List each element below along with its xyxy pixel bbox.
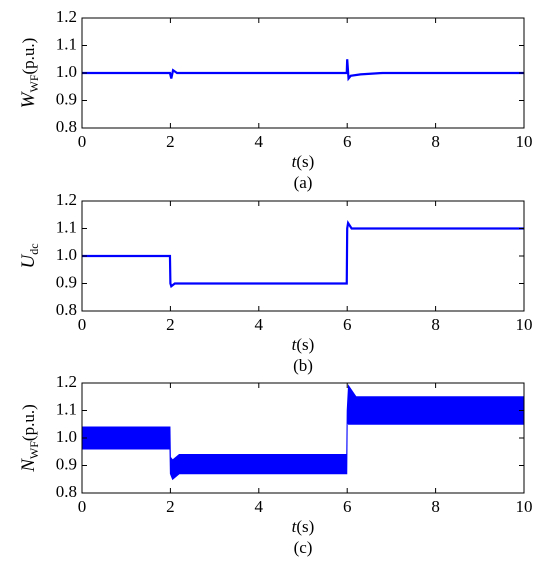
x-label-unit: (s) bbox=[296, 517, 314, 536]
y-tick-label: 0.8 bbox=[56, 117, 77, 136]
x-tick-label: 10 bbox=[516, 315, 533, 334]
panel: 0 2 4 6 8 10 0.8 0.9 1.0 1.1 1.2 NWF(p.u.) t(s) (c) bbox=[18, 372, 532, 557]
y-axis-label: NWF(p.u.) bbox=[18, 404, 40, 473]
y-tick-label: 0.8 bbox=[56, 482, 77, 501]
data-line bbox=[82, 59, 524, 82]
x-tick-label: 4 bbox=[255, 132, 264, 151]
y-axis-label: WWF(p.u.) bbox=[18, 38, 40, 109]
x-tick-label: 4 bbox=[255, 497, 264, 516]
x-label-main: t bbox=[292, 152, 298, 171]
y-tick-label: 1.1 bbox=[56, 217, 77, 236]
x-label-unit: (s) bbox=[296, 152, 314, 171]
y-tick-label: 1.0 bbox=[56, 245, 77, 264]
x-axis-label: t(s) bbox=[292, 335, 315, 354]
x-tick-label: 6 bbox=[343, 132, 352, 151]
x-tick-label: 6 bbox=[343, 315, 352, 334]
x-label-unit: (s) bbox=[296, 335, 314, 354]
x-tick-label: 8 bbox=[431, 132, 440, 151]
y-label-sub: dc bbox=[27, 243, 41, 254]
x-tick-label: 0 bbox=[78, 497, 87, 516]
y-tick-label: 1.1 bbox=[56, 34, 77, 53]
y-label-unit: (p.u.) bbox=[19, 38, 38, 75]
panel-caption: (a) bbox=[294, 173, 313, 192]
y-label-main: U bbox=[18, 254, 39, 269]
x-tick-label: 2 bbox=[166, 315, 175, 334]
x-tick-label: 0 bbox=[78, 132, 87, 151]
x-tick-label: 0 bbox=[78, 315, 87, 334]
x-axis-label: t(s) bbox=[292, 517, 315, 536]
x-label-main: t bbox=[292, 335, 298, 354]
x-tick-label: 10 bbox=[516, 497, 533, 516]
panel-caption: (b) bbox=[293, 356, 313, 375]
x-tick-label: 8 bbox=[431, 497, 440, 516]
y-tick-label: 1.1 bbox=[56, 399, 77, 418]
x-axis-label: t(s) bbox=[292, 152, 315, 171]
y-tick-label: 1.2 bbox=[56, 7, 77, 26]
y-label-unit: (p.u.) bbox=[19, 404, 38, 441]
x-tick-label: 8 bbox=[431, 315, 440, 334]
panel-caption: (c) bbox=[294, 538, 313, 557]
x-tick-label: 2 bbox=[166, 132, 175, 151]
data-line bbox=[82, 219, 524, 289]
x-label-main: t bbox=[292, 517, 298, 536]
y-label-sub: WF bbox=[27, 74, 41, 92]
y-tick-label: 1.2 bbox=[56, 190, 77, 209]
y-label-main: W bbox=[18, 90, 39, 108]
x-tick-label: 6 bbox=[343, 497, 352, 516]
y-tick-label: 0.9 bbox=[56, 272, 77, 291]
data-band bbox=[81, 384, 525, 481]
y-tick-label: 0.8 bbox=[56, 300, 77, 319]
y-tick-label: 1.2 bbox=[56, 372, 77, 391]
y-label-sub: WF bbox=[27, 441, 41, 459]
y-tick-label: 1.0 bbox=[56, 62, 77, 81]
y-label-main: N bbox=[18, 458, 39, 473]
y-tick-label: 0.9 bbox=[56, 454, 77, 473]
y-tick-label: 1.0 bbox=[56, 427, 77, 446]
x-tick-label: 10 bbox=[516, 132, 533, 151]
x-tick-label: 4 bbox=[255, 315, 264, 334]
x-tick-label: 2 bbox=[166, 497, 175, 516]
panel: 0 2 4 6 8 10 0.8 0.9 1.0 1.1 1.2 Udc t(s) (b) bbox=[18, 190, 532, 375]
y-axis-label: Udc bbox=[18, 243, 40, 268]
panel: 0 2 4 6 8 10 0.8 0.9 1.0 1.1 1.2 WWF(p.u.) t(s) (a) bbox=[18, 7, 532, 192]
y-tick-label: 0.9 bbox=[56, 89, 77, 108]
